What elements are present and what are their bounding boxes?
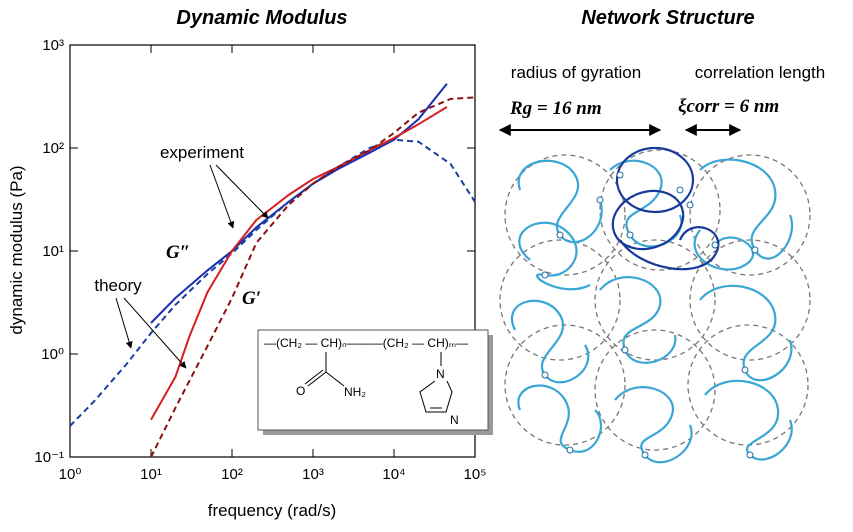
y-tick-label: 10⁰ xyxy=(41,346,64,363)
label: ξcorr = 6 nm xyxy=(678,96,779,117)
polymer-chains xyxy=(511,158,793,464)
arrow xyxy=(209,164,235,229)
arrow xyxy=(215,164,269,219)
inset xyxy=(257,329,489,431)
annotation: G″ xyxy=(166,242,190,263)
atom: NH₂ xyxy=(344,385,366,399)
x-tick-label: 10¹ xyxy=(140,466,162,483)
bond xyxy=(307,371,327,387)
ring xyxy=(419,380,453,413)
x-tick-label: 10⁵ xyxy=(464,466,487,483)
arrow xyxy=(123,297,187,369)
x-tick-label: 10⁴ xyxy=(382,466,405,483)
series-line xyxy=(150,83,448,324)
highlighted-chains xyxy=(611,146,720,271)
diagram-title: Network Structure xyxy=(581,7,754,29)
label: radius of gyration xyxy=(511,63,641,82)
chart-title: Dynamic Modulus xyxy=(176,7,347,29)
atom: O xyxy=(296,384,305,398)
label: correlation length xyxy=(695,63,825,82)
y-tick-label: 10¹ xyxy=(42,243,64,260)
annotation: G′ xyxy=(242,288,261,309)
y-tick-label: 10⁻¹ xyxy=(34,449,64,466)
x-tick-label: 10³ xyxy=(302,466,324,483)
crosslinks xyxy=(541,171,759,459)
atom: N xyxy=(450,413,459,427)
bond xyxy=(304,369,324,385)
annotation: experiment xyxy=(160,143,244,162)
series-line xyxy=(69,138,476,427)
label: Rg = 16 nm xyxy=(509,98,602,119)
y-tick-label: 10³ xyxy=(42,37,64,54)
y-axis-label: dynamic modulus (Pa) xyxy=(7,165,26,334)
series-line xyxy=(150,106,448,421)
formula: —(CH₂ — CH)ₙ———(CH₂ — CH)ₘ— xyxy=(264,336,468,350)
bond xyxy=(325,371,345,387)
x-tick-label: 10² xyxy=(221,466,243,483)
gyration-spheres xyxy=(499,149,811,451)
annotation: theory xyxy=(94,276,142,295)
x-axis-label: frequency (rad/s) xyxy=(208,501,337,520)
x-tick-label: 10⁰ xyxy=(59,466,82,483)
arrow xyxy=(115,297,133,349)
series-line xyxy=(150,96,476,458)
y-tick-label: 10² xyxy=(42,140,64,157)
atom: N xyxy=(436,367,445,381)
